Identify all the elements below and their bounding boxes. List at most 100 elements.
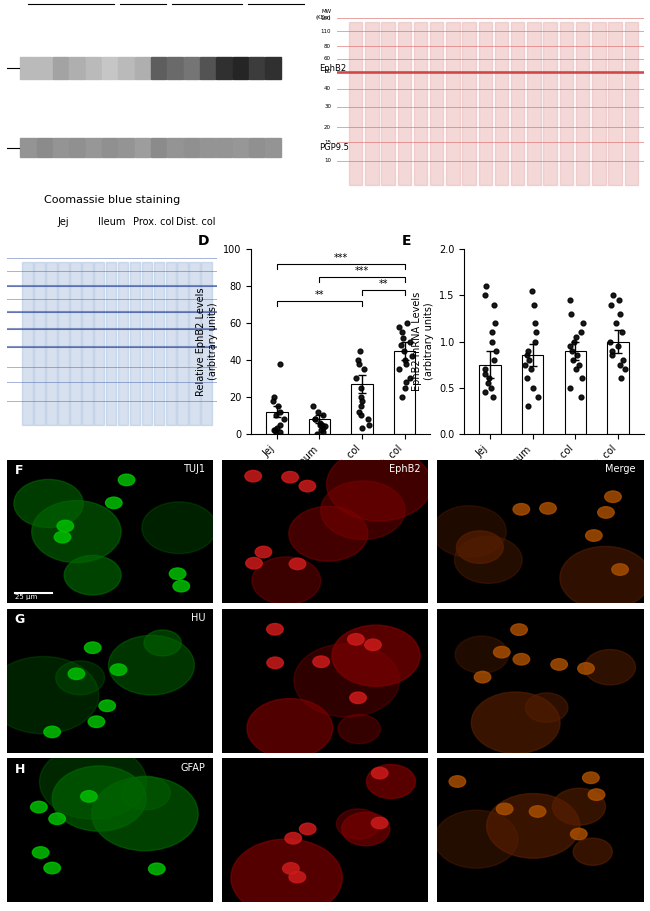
Bar — [309, 419, 330, 434]
Bar — [592, 22, 606, 185]
Circle shape — [14, 479, 83, 527]
Text: ***: *** — [333, 253, 348, 263]
Text: 80: 80 — [324, 44, 331, 48]
Point — [270, 423, 280, 437]
Bar — [249, 138, 265, 157]
Point — [489, 297, 500, 312]
Point — [487, 325, 497, 340]
Circle shape — [122, 776, 170, 810]
Circle shape — [586, 530, 602, 541]
Point — [397, 390, 408, 404]
Point — [486, 381, 497, 395]
Point — [520, 357, 530, 372]
Text: EphB2: EphB2 — [319, 64, 346, 73]
Text: Dist. col: Dist. col — [176, 217, 216, 227]
Bar — [167, 57, 183, 79]
Text: EphB2: EphB2 — [389, 464, 420, 474]
Circle shape — [56, 660, 105, 695]
Circle shape — [173, 580, 190, 592]
Circle shape — [246, 558, 263, 569]
Point — [612, 339, 623, 353]
Circle shape — [289, 871, 306, 883]
Point — [568, 353, 578, 367]
Circle shape — [299, 480, 316, 492]
Bar — [202, 262, 212, 425]
Bar — [82, 262, 92, 425]
Circle shape — [578, 662, 594, 674]
Bar — [166, 262, 176, 425]
Bar — [200, 57, 215, 79]
Bar — [118, 262, 128, 425]
Bar — [135, 138, 150, 157]
Bar — [53, 138, 68, 157]
Point — [608, 288, 618, 302]
Circle shape — [456, 531, 503, 563]
Point — [577, 371, 588, 385]
Circle shape — [471, 692, 560, 753]
Text: 110: 110 — [320, 29, 331, 34]
Bar — [522, 355, 543, 434]
Circle shape — [371, 817, 388, 829]
Point — [354, 356, 364, 371]
Bar — [70, 57, 84, 79]
Point — [315, 417, 325, 432]
Point — [270, 426, 281, 441]
Point — [353, 353, 363, 367]
Circle shape — [40, 745, 146, 819]
Text: **: ** — [315, 290, 324, 300]
Point — [567, 343, 577, 358]
Bar — [349, 22, 362, 185]
Point — [528, 381, 538, 395]
Point — [359, 362, 369, 376]
Circle shape — [513, 653, 530, 665]
Bar — [352, 384, 372, 434]
Circle shape — [88, 716, 105, 728]
Point — [615, 306, 625, 321]
Bar — [86, 138, 101, 157]
Circle shape — [350, 692, 367, 703]
Bar — [53, 57, 68, 79]
Point — [564, 292, 575, 307]
Circle shape — [84, 642, 101, 653]
Circle shape — [529, 805, 546, 817]
Bar — [365, 22, 378, 185]
Point — [357, 394, 367, 408]
Circle shape — [540, 503, 556, 514]
Circle shape — [487, 793, 580, 858]
Bar — [394, 351, 415, 434]
Point — [354, 404, 365, 419]
Point — [566, 306, 576, 321]
Circle shape — [267, 657, 283, 669]
Y-axis label: EphB2 mRNA Levels
(arbitrary units): EphB2 mRNA Levels (arbitrary units) — [412, 292, 434, 391]
Bar — [151, 138, 166, 157]
Bar — [511, 22, 525, 185]
Point — [607, 348, 618, 363]
Circle shape — [109, 635, 194, 695]
Bar — [565, 351, 586, 434]
Point — [481, 279, 491, 293]
Point — [309, 412, 320, 426]
Text: MW
(KDa): MW (KDa) — [316, 9, 331, 20]
Circle shape — [252, 557, 320, 605]
Point — [320, 419, 330, 434]
Circle shape — [0, 657, 99, 733]
Circle shape — [289, 507, 368, 561]
Circle shape — [474, 671, 491, 683]
Circle shape — [32, 846, 49, 858]
Circle shape — [449, 776, 465, 787]
Circle shape — [294, 643, 400, 717]
Point — [533, 390, 543, 404]
Point — [357, 421, 367, 435]
Circle shape — [170, 568, 186, 579]
Circle shape — [497, 804, 513, 814]
Circle shape — [105, 497, 122, 508]
Text: 60: 60 — [324, 56, 331, 61]
Circle shape — [54, 531, 71, 543]
Bar — [216, 57, 231, 79]
Bar — [266, 412, 287, 434]
Point — [480, 366, 490, 381]
Point — [576, 325, 586, 340]
Circle shape — [588, 789, 604, 801]
Point — [611, 316, 621, 331]
Circle shape — [571, 828, 587, 840]
